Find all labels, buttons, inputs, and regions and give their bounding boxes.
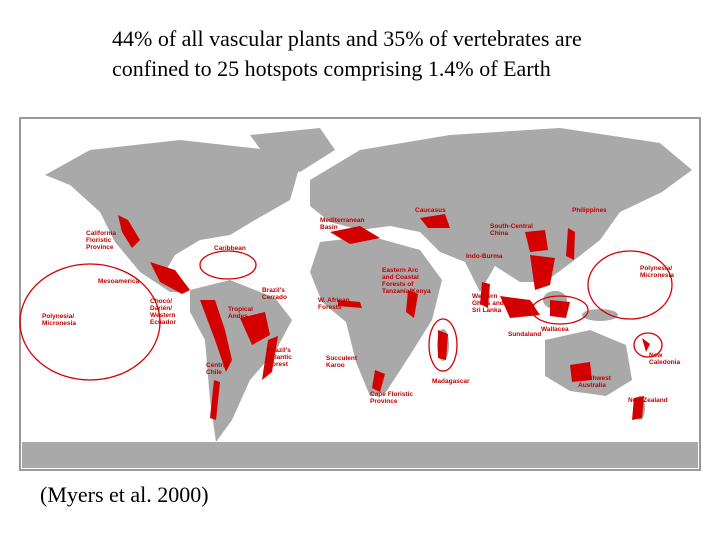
citation: (Myers et al. 2000) [40,482,209,507]
hotspot-label: Sundaland [508,331,541,338]
hotspot-label: Caledonia [649,359,680,366]
hotspot-label: Philippines [572,207,607,214]
hotspot-label: New Zealand [628,397,668,404]
hotspot-label: Polynesia/ [42,313,74,320]
hotspot-label: Cape Floristic [370,391,413,398]
hotspot-label: Tropical [228,306,253,313]
hotspot-label: Forest [268,361,289,368]
hotspot-label: Darién/ [150,305,172,312]
hotspot-label: Wallacea [541,326,569,333]
hotspot-label: Province [370,398,398,405]
hotspots [19,214,673,420]
hotspot-label: Cerrado [262,294,287,301]
hotspot-label: China [490,230,508,237]
hotspot-label: Chile [206,369,222,376]
hotspot-label: Tanzania/Kenya [382,288,431,295]
hotspot-label: Floristic [86,237,112,244]
hotspot-label: Karoo [326,362,345,369]
hotspot-label: Mediterranean [320,217,364,224]
hotspot-label: Succulent [326,355,358,362]
hotspot-label: Western [150,312,176,319]
hotspot-label: Basin [320,224,338,231]
hotspot-label: South-Central [490,223,533,230]
hotspot-label: Province [86,244,114,251]
hotspot-label: Chocó/ [150,298,172,305]
hotspot-label: Andes [228,313,248,320]
hotspot-label: W. African [318,297,350,304]
hotspot-label: Madagascar [432,378,470,385]
hotspot-label: Caribbean [214,245,246,252]
hotspot-label: Southwest [578,375,612,382]
hotspot-label: Australia [578,382,606,389]
hotspot-label: Sri Lanka [472,307,502,314]
hotspot-label: Brazil's [268,347,291,354]
hotspot-label: Ghats and [472,300,504,307]
hotspot-label: Central [206,362,229,369]
hotspot-label: Caucasus [415,207,446,214]
heading-line: 44% of all vascular plants and 35% of ve… [112,26,582,51]
hotspot-labels: CaliforniaFloristicProvinceMesoamericaCa… [42,207,680,405]
hotspot-label: Forests [318,304,342,311]
hotspot-label: Micronesia [42,320,76,327]
hotspot-label: Brazil's [262,287,285,294]
hotspot-label: Forests of [382,281,414,288]
hotspot-label: Polynesia/ [640,265,672,272]
hotspot-label: Eastern Arc [382,267,419,274]
hotspot-label: Indo-Burma [466,253,503,260]
hotspot-label: and Coastal [382,274,419,281]
heading-line: confined to 25 hotspots comprising 1.4% … [112,56,551,81]
hotspot-label: Mesoamerica [98,278,140,285]
hotspot-label: Western [472,293,498,300]
hotspot-label: Atlantic [268,354,292,361]
hotspot-label: Micronesia [640,272,674,279]
slide-heading: 44% of all vascular plants and 35% of ve… [112,24,582,84]
hotspot-label: California [86,230,116,237]
hotspot-label: New [649,352,663,359]
hotspot-label: Ecuador [150,319,176,326]
